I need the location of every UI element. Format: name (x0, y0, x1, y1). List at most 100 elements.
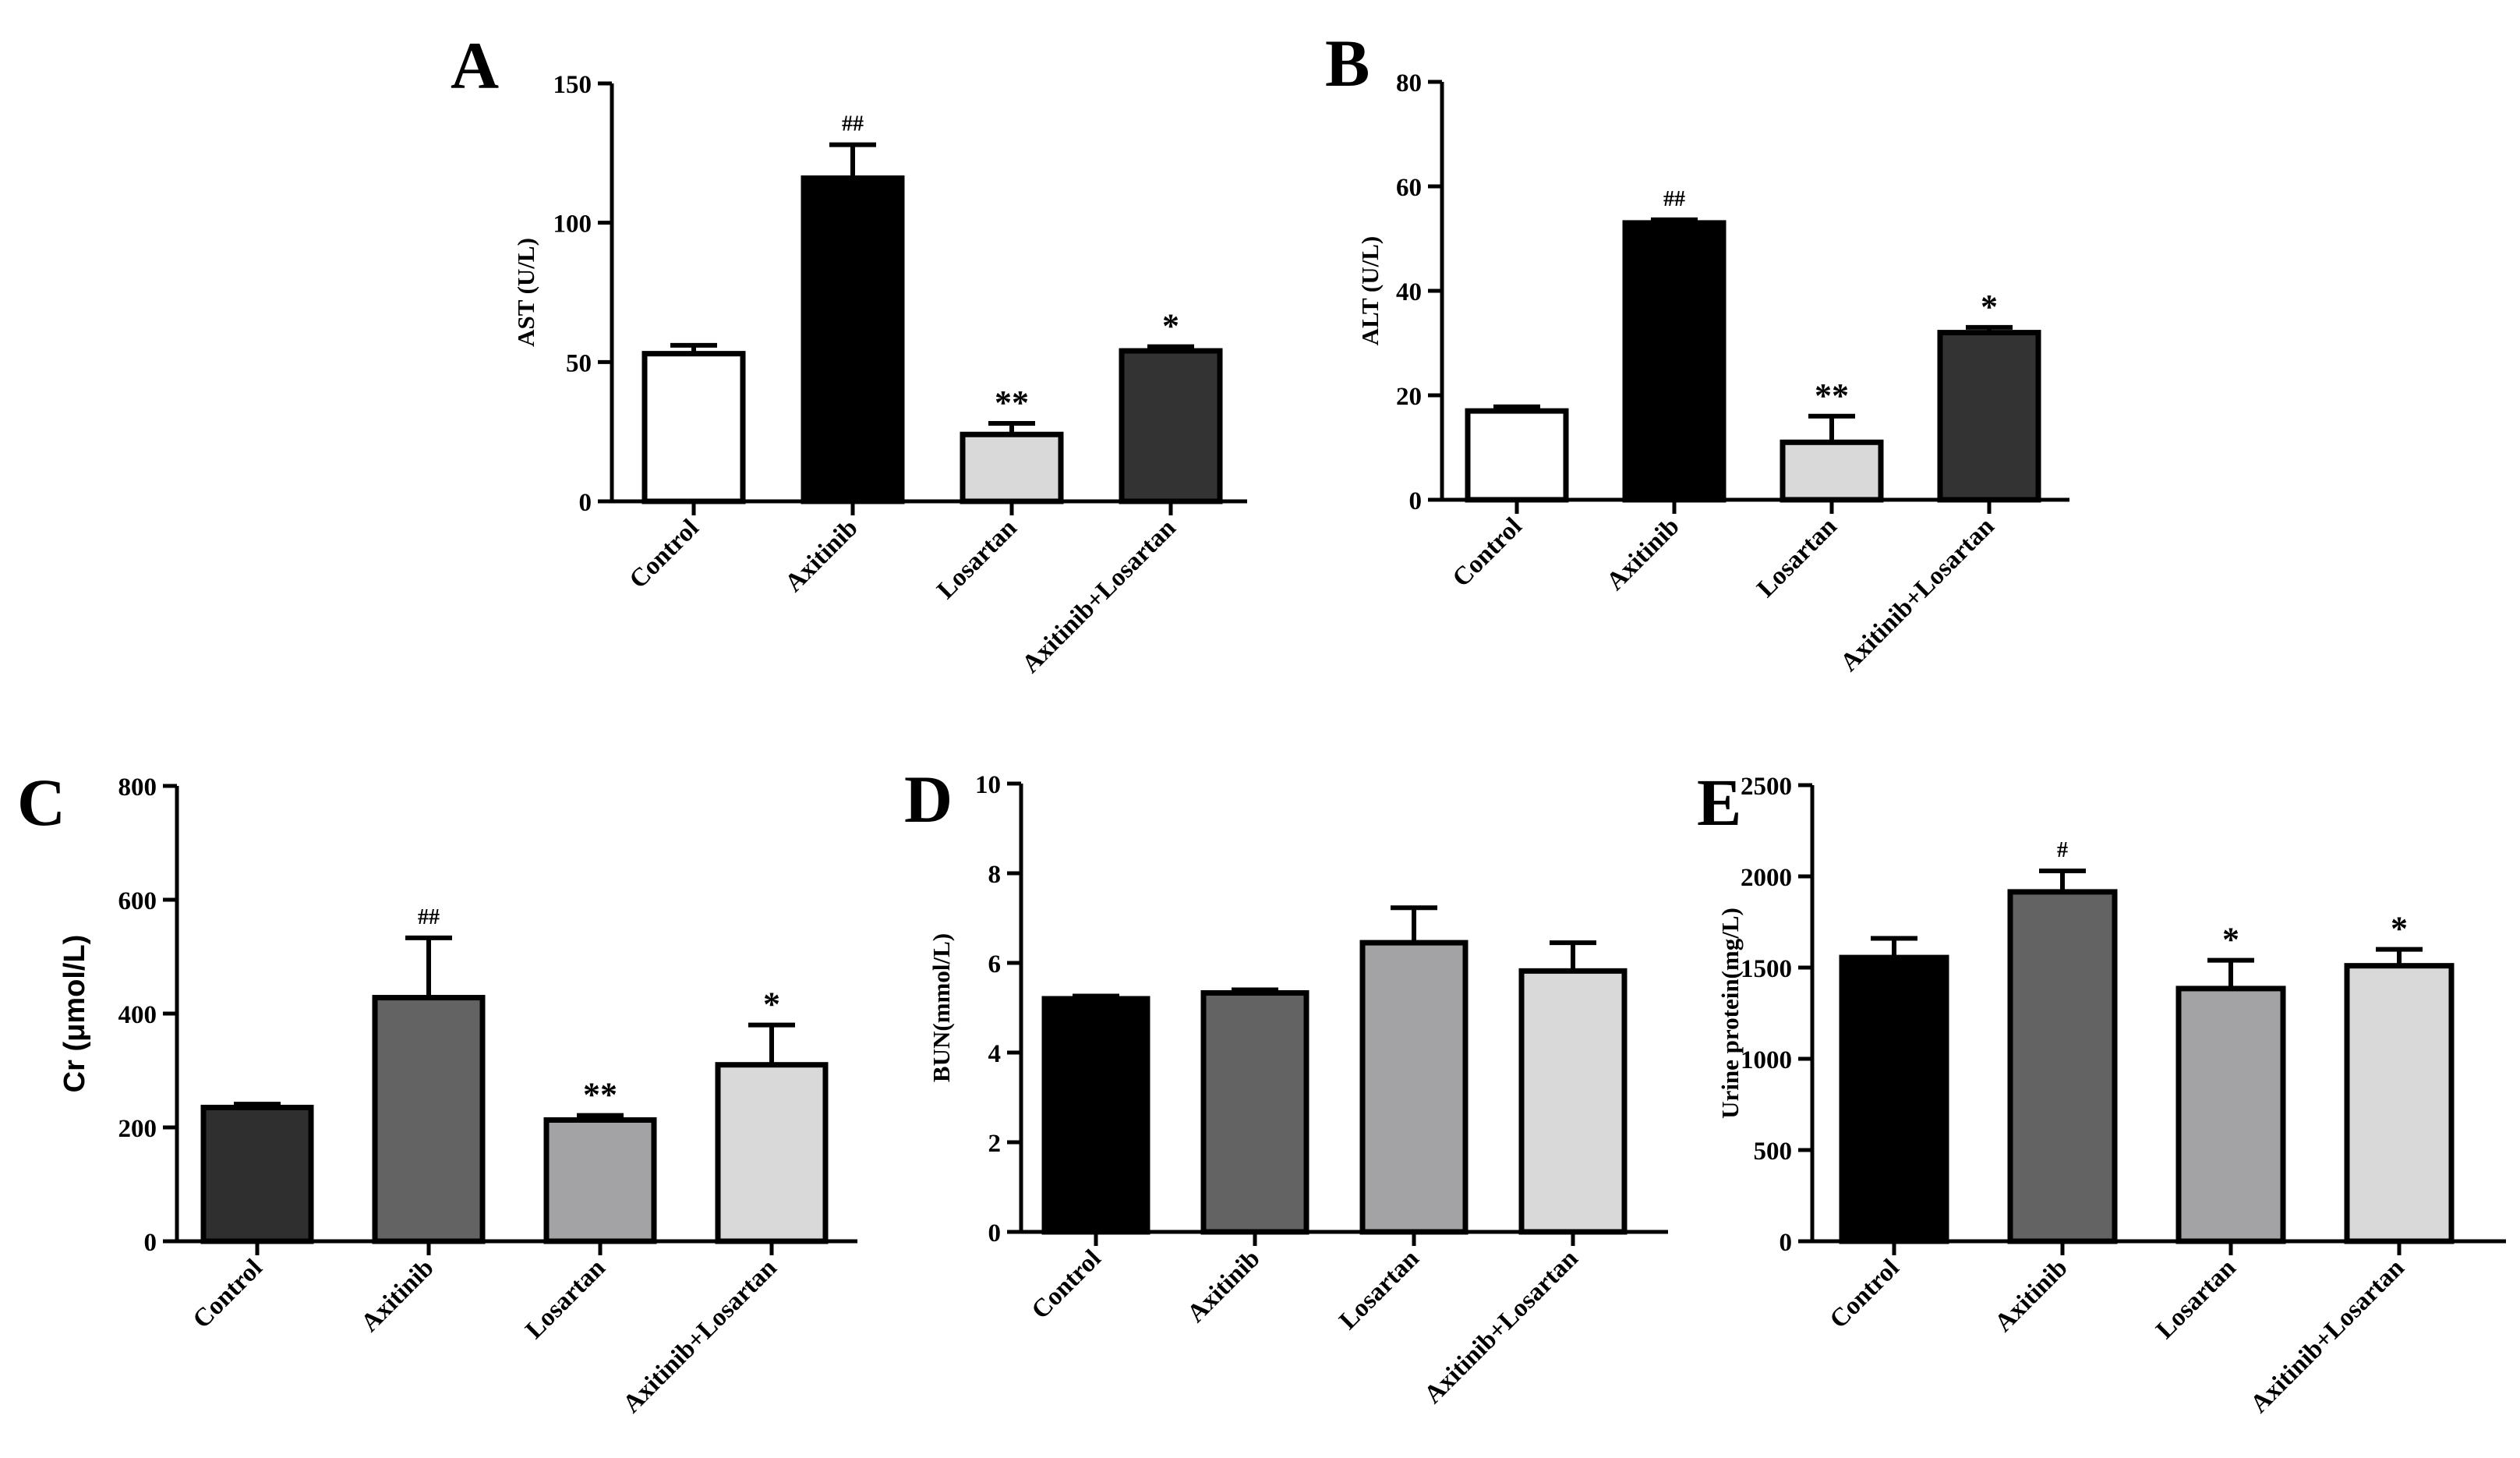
error-bar (1966, 324, 2013, 333)
y-tick-label: 4 (988, 1040, 1002, 1068)
y-tick-label: 0 (579, 489, 592, 517)
x-category-label: Losartan (1334, 1244, 1424, 1335)
significance-label: ## (1663, 187, 1685, 211)
bar-losartan (2175, 986, 2286, 1244)
bar-control (1041, 996, 1150, 1235)
x-category-label: Axitinib (1182, 1244, 1265, 1328)
x-category-label: Losartan (931, 514, 1022, 604)
error-bar (1651, 217, 1698, 223)
y-tick-label: 0 (988, 1219, 1002, 1247)
significance-label: * (763, 986, 780, 1024)
y-tick-label: 0 (1409, 487, 1423, 515)
significance-label: ** (995, 384, 1029, 422)
error-bar (1808, 413, 1855, 443)
y-tick-label: 2500 (1741, 773, 1792, 801)
error-bar (405, 935, 452, 998)
y-tick-label: 20 (1396, 383, 1422, 411)
bar-losartan (543, 1117, 657, 1244)
error-bar (1232, 987, 1278, 993)
y-tick-label: 1500 (1741, 955, 1792, 983)
y-tick-label: 600 (118, 887, 157, 915)
panel-d: D BUN(mmol/L) 0 2 4 6 8 10 Control Axitinib Losart… (904, 762, 1668, 1409)
error-bar (1391, 905, 1437, 943)
bar-axitinib-losartan (1119, 348, 1223, 504)
error-bar (988, 420, 1035, 435)
bar-axitinib (372, 995, 486, 1244)
significance-label: * (2222, 921, 2239, 959)
error-bar (1147, 344, 1194, 352)
x-category-label: Axitinib (779, 514, 863, 597)
y-tick-label: 2 (988, 1130, 1002, 1158)
error-bar (234, 1102, 281, 1108)
y-tick-label: 400 (118, 1001, 157, 1029)
y-tick-label: 100 (553, 211, 592, 239)
x-category-label: Losartan (520, 1254, 610, 1344)
y-axis-title: BUN(mmol/L) (928, 933, 955, 1082)
bar-losartan (960, 431, 1064, 504)
y-tick-label: 150 (553, 71, 592, 99)
x-category-label: Control (624, 514, 705, 594)
bar-axitinib-losartan (1937, 330, 2041, 503)
bar-axitinib (801, 175, 905, 504)
x-category-label: Axitinib+Losartan (1835, 512, 1999, 677)
panel-letter: E (1697, 765, 1741, 840)
bar-axitinib (1200, 990, 1309, 1235)
error-bar (670, 342, 717, 354)
y-tick-label: 40 (1396, 278, 1422, 306)
bar-losartan (1780, 439, 1884, 503)
x-category-label: Axitinib+Losartan (1419, 1244, 1583, 1409)
y-tick-label: 10 (975, 771, 1001, 799)
significance-label: * (1981, 288, 1998, 326)
y-tick-label: 60 (1396, 174, 1422, 202)
x-category-label: Losartan (1751, 512, 1842, 603)
y-tick-label: 2000 (1741, 864, 1792, 892)
x-category-label: Control (188, 1254, 268, 1334)
significance-label: ## (418, 905, 440, 929)
y-axis-title: Cr (μmol/L) (58, 935, 91, 1093)
y-tick-label: 500 (1754, 1138, 1793, 1166)
y-tick-label: 80 (1396, 69, 1422, 97)
significance-label: * (2391, 910, 2408, 948)
bar-control (1839, 954, 1949, 1244)
x-category-label: Losartan (2151, 1254, 2241, 1344)
bar-control (200, 1104, 314, 1244)
error-bar (2207, 957, 2254, 989)
y-tick-label: 200 (118, 1115, 157, 1143)
error-bar (1073, 993, 1119, 999)
y-tick-label: 6 (988, 950, 1002, 978)
significance-label: ** (1815, 377, 1849, 415)
x-category-label: Control (1825, 1254, 1905, 1334)
x-category-label: Control (1447, 512, 1528, 593)
error-bar (1493, 404, 1540, 412)
x-category-label: Axitinib (1989, 1254, 2073, 1337)
panel-letter: B (1325, 26, 1370, 101)
y-tick-label: 50 (566, 349, 592, 377)
error-bar (577, 1113, 624, 1120)
x-category-label: Axitinib (1601, 512, 1684, 596)
error-bar (1871, 936, 1917, 958)
error-bar (2376, 947, 2423, 966)
significance-label: # (2057, 838, 2068, 862)
bar-control (1465, 408, 1569, 503)
y-tick-label: 0 (1780, 1229, 1793, 1257)
panel-letter: D (904, 762, 953, 837)
y-tick-label: 0 (144, 1229, 157, 1257)
x-category-label: Axitinib+Losartan (617, 1254, 782, 1418)
x-category-label: Axitinib+Losartan (1016, 514, 1181, 678)
y-axis-title: AST (U/L) (512, 238, 539, 347)
bar-control (641, 351, 746, 504)
error-bar (748, 1022, 795, 1065)
bar-axitinib (1622, 220, 1727, 503)
significance-label: ** (583, 1076, 617, 1114)
y-axis-title: ALT (U/L) (1356, 236, 1384, 345)
y-axis-title: Urine protein(mg/L) (1716, 908, 1744, 1119)
y-tick-label: 8 (988, 861, 1002, 889)
bar-axitinib-losartan (715, 1062, 829, 1244)
significance-label: * (1162, 307, 1179, 345)
error-bar (2039, 868, 2086, 892)
x-category-label: Axitinib (355, 1254, 439, 1337)
